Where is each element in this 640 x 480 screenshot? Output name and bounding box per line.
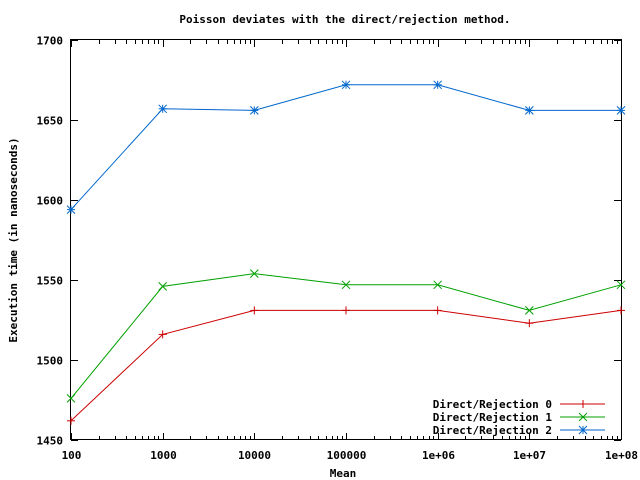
data-point xyxy=(249,269,259,278)
marker-stroke xyxy=(578,412,588,422)
marker-stroke xyxy=(433,280,443,290)
y-axis-label: Execution time (in nanoseconds) xyxy=(7,137,20,342)
legend-marker xyxy=(579,400,587,408)
data-point xyxy=(158,104,168,114)
chart-title: Poisson deviates with the direct/rejecti… xyxy=(179,13,510,26)
marker-stroke xyxy=(616,106,626,115)
legend-label: Direct/Rejection 0 xyxy=(433,398,552,411)
x-axis: 100 1000 10000 100000 1e+06 1e+07 1e+08 xyxy=(62,40,638,462)
data-point xyxy=(617,306,625,315)
x-tick-label: 1000 xyxy=(150,449,177,462)
marker-stroke xyxy=(249,269,259,278)
data-point xyxy=(249,106,259,115)
marker-stroke xyxy=(66,394,76,403)
marker-stroke xyxy=(616,280,626,290)
legend-marker xyxy=(578,425,588,435)
plot-frame xyxy=(70,39,622,440)
marker-stroke xyxy=(158,282,168,291)
data-point xyxy=(433,280,443,290)
marker-stroke xyxy=(66,205,76,214)
data-point xyxy=(433,80,443,90)
series-1 xyxy=(66,269,626,403)
x-tick-label: 1e+06 xyxy=(422,449,455,462)
data-point xyxy=(525,319,534,328)
marker-stroke xyxy=(524,106,534,115)
series-0 xyxy=(67,306,625,425)
marker-stroke xyxy=(433,80,443,90)
series-line xyxy=(70,84,621,210)
x-tick-label: 1e+07 xyxy=(513,449,546,462)
y-tick-label: 1600 xyxy=(37,195,64,208)
marker-stroke xyxy=(524,306,534,315)
series-line xyxy=(70,273,622,399)
legend-marker xyxy=(578,412,588,422)
legend-label: Direct/Rejection 1 xyxy=(433,411,553,424)
data-point xyxy=(524,106,534,115)
marker-stroke xyxy=(158,104,168,114)
marker-stroke xyxy=(341,80,351,90)
data-point xyxy=(341,280,351,290)
x-tick-label: 100000 xyxy=(327,449,367,462)
data-point xyxy=(66,394,76,403)
series-2 xyxy=(66,80,626,214)
data-point xyxy=(158,282,168,291)
data-point xyxy=(616,106,626,115)
x-axis-label: Mean xyxy=(330,467,357,480)
y-tick-label: 1700 xyxy=(37,35,64,48)
y-tick-label: 1550 xyxy=(37,275,64,288)
legend-label: Direct/Rejection 2 xyxy=(433,424,552,437)
y-tick-label: 1450 xyxy=(37,435,64,448)
x-tick-label: 100 xyxy=(62,449,82,462)
series-layer xyxy=(66,80,626,425)
data-point xyxy=(433,306,442,315)
data-point xyxy=(158,330,167,339)
data-point xyxy=(616,280,626,290)
y-tick-label: 1500 xyxy=(37,355,64,368)
data-point xyxy=(250,306,259,315)
marker-stroke xyxy=(578,425,588,435)
data-point xyxy=(67,416,75,425)
y-tick-label: 1650 xyxy=(37,115,64,128)
data-point xyxy=(342,306,350,315)
x-tick-label: 10000 xyxy=(238,449,271,462)
marker-stroke xyxy=(341,280,351,290)
x-tick-label: 1e+08 xyxy=(605,449,638,462)
data-point xyxy=(341,80,351,90)
data-point xyxy=(66,205,76,214)
data-point xyxy=(524,306,534,315)
y-axis: 1450 1500 1550 1600 1650 1700 xyxy=(37,35,621,448)
marker-stroke xyxy=(249,106,259,115)
